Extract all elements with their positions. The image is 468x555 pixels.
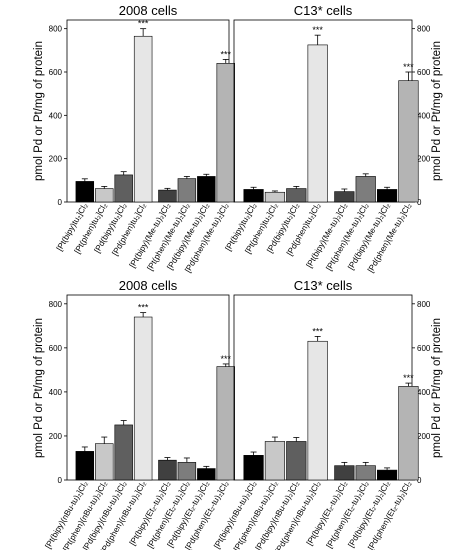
y-tick-label: 0 (417, 198, 422, 207)
y-tick-label: 200 (417, 432, 431, 441)
y-tick-label: 400 (49, 388, 63, 397)
bar (334, 465, 355, 481)
bar (286, 441, 307, 481)
bar (114, 174, 133, 203)
bar (398, 80, 419, 203)
bar (75, 451, 95, 481)
y-tick-label: 800 (417, 300, 431, 309)
bar (158, 459, 177, 481)
bar (243, 189, 264, 203)
significance-label: *** (403, 62, 414, 72)
panel-title: 2008 cells (119, 278, 178, 293)
y-tick-label: 0 (58, 476, 63, 485)
y-tick-label: 600 (49, 344, 63, 353)
significance-label: *** (312, 25, 323, 35)
bar (243, 455, 264, 481)
bar (75, 181, 95, 203)
bar (398, 386, 419, 481)
bar (334, 191, 355, 203)
significance-label: *** (138, 19, 149, 29)
bar (264, 191, 286, 203)
y-axis-label: pmol Pd or Pt/mg of protein (33, 318, 45, 458)
bar (307, 44, 328, 203)
bar (286, 188, 307, 203)
significance-label: *** (403, 373, 414, 383)
bar (307, 340, 328, 481)
panel-title: 2008 cells (119, 3, 178, 18)
y-tick-label: 200 (49, 155, 63, 164)
y-tick-label: 800 (49, 300, 63, 309)
significance-label: *** (221, 354, 232, 364)
bar (355, 465, 376, 481)
y-tick-label: 600 (417, 68, 431, 77)
bar (177, 178, 197, 203)
bar (95, 188, 114, 203)
panel-title: C13* cells (294, 3, 353, 18)
panel-title: C13* cells (294, 278, 353, 293)
bar (158, 189, 177, 203)
y-tick-label: 600 (417, 344, 431, 353)
bar (216, 366, 235, 481)
significance-label: *** (221, 49, 232, 59)
bar (216, 63, 235, 203)
bar (376, 189, 398, 203)
y-tick-label: 0 (417, 476, 422, 485)
y-tick-label: 0 (58, 198, 63, 207)
bar (355, 176, 376, 203)
y-tick-label: 600 (49, 68, 63, 77)
bar (114, 424, 133, 481)
significance-label: *** (138, 303, 149, 313)
y-tick-label: 200 (49, 432, 63, 441)
y-tick-label: 800 (417, 25, 431, 34)
y-tick-label: 400 (417, 111, 431, 120)
y-tick-label: 400 (417, 388, 431, 397)
bar (133, 316, 153, 481)
y-axis-label: pmol Pd or Pt/mg of protein (431, 318, 443, 458)
y-tick-label: 800 (49, 25, 63, 34)
bar (95, 443, 114, 481)
y-axis-label: pmol Pd or Pt/mg of protein (431, 41, 443, 181)
bar (197, 468, 216, 481)
significance-label: *** (312, 326, 323, 336)
bar (177, 462, 197, 481)
bar (197, 176, 216, 203)
y-tick-label: 200 (417, 155, 431, 164)
bar (376, 469, 398, 481)
bar (133, 35, 153, 203)
y-axis-label: pmol Pd or Pt/mg of protein (33, 41, 45, 181)
y-tick-label: 400 (49, 111, 63, 120)
bar (264, 441, 286, 481)
